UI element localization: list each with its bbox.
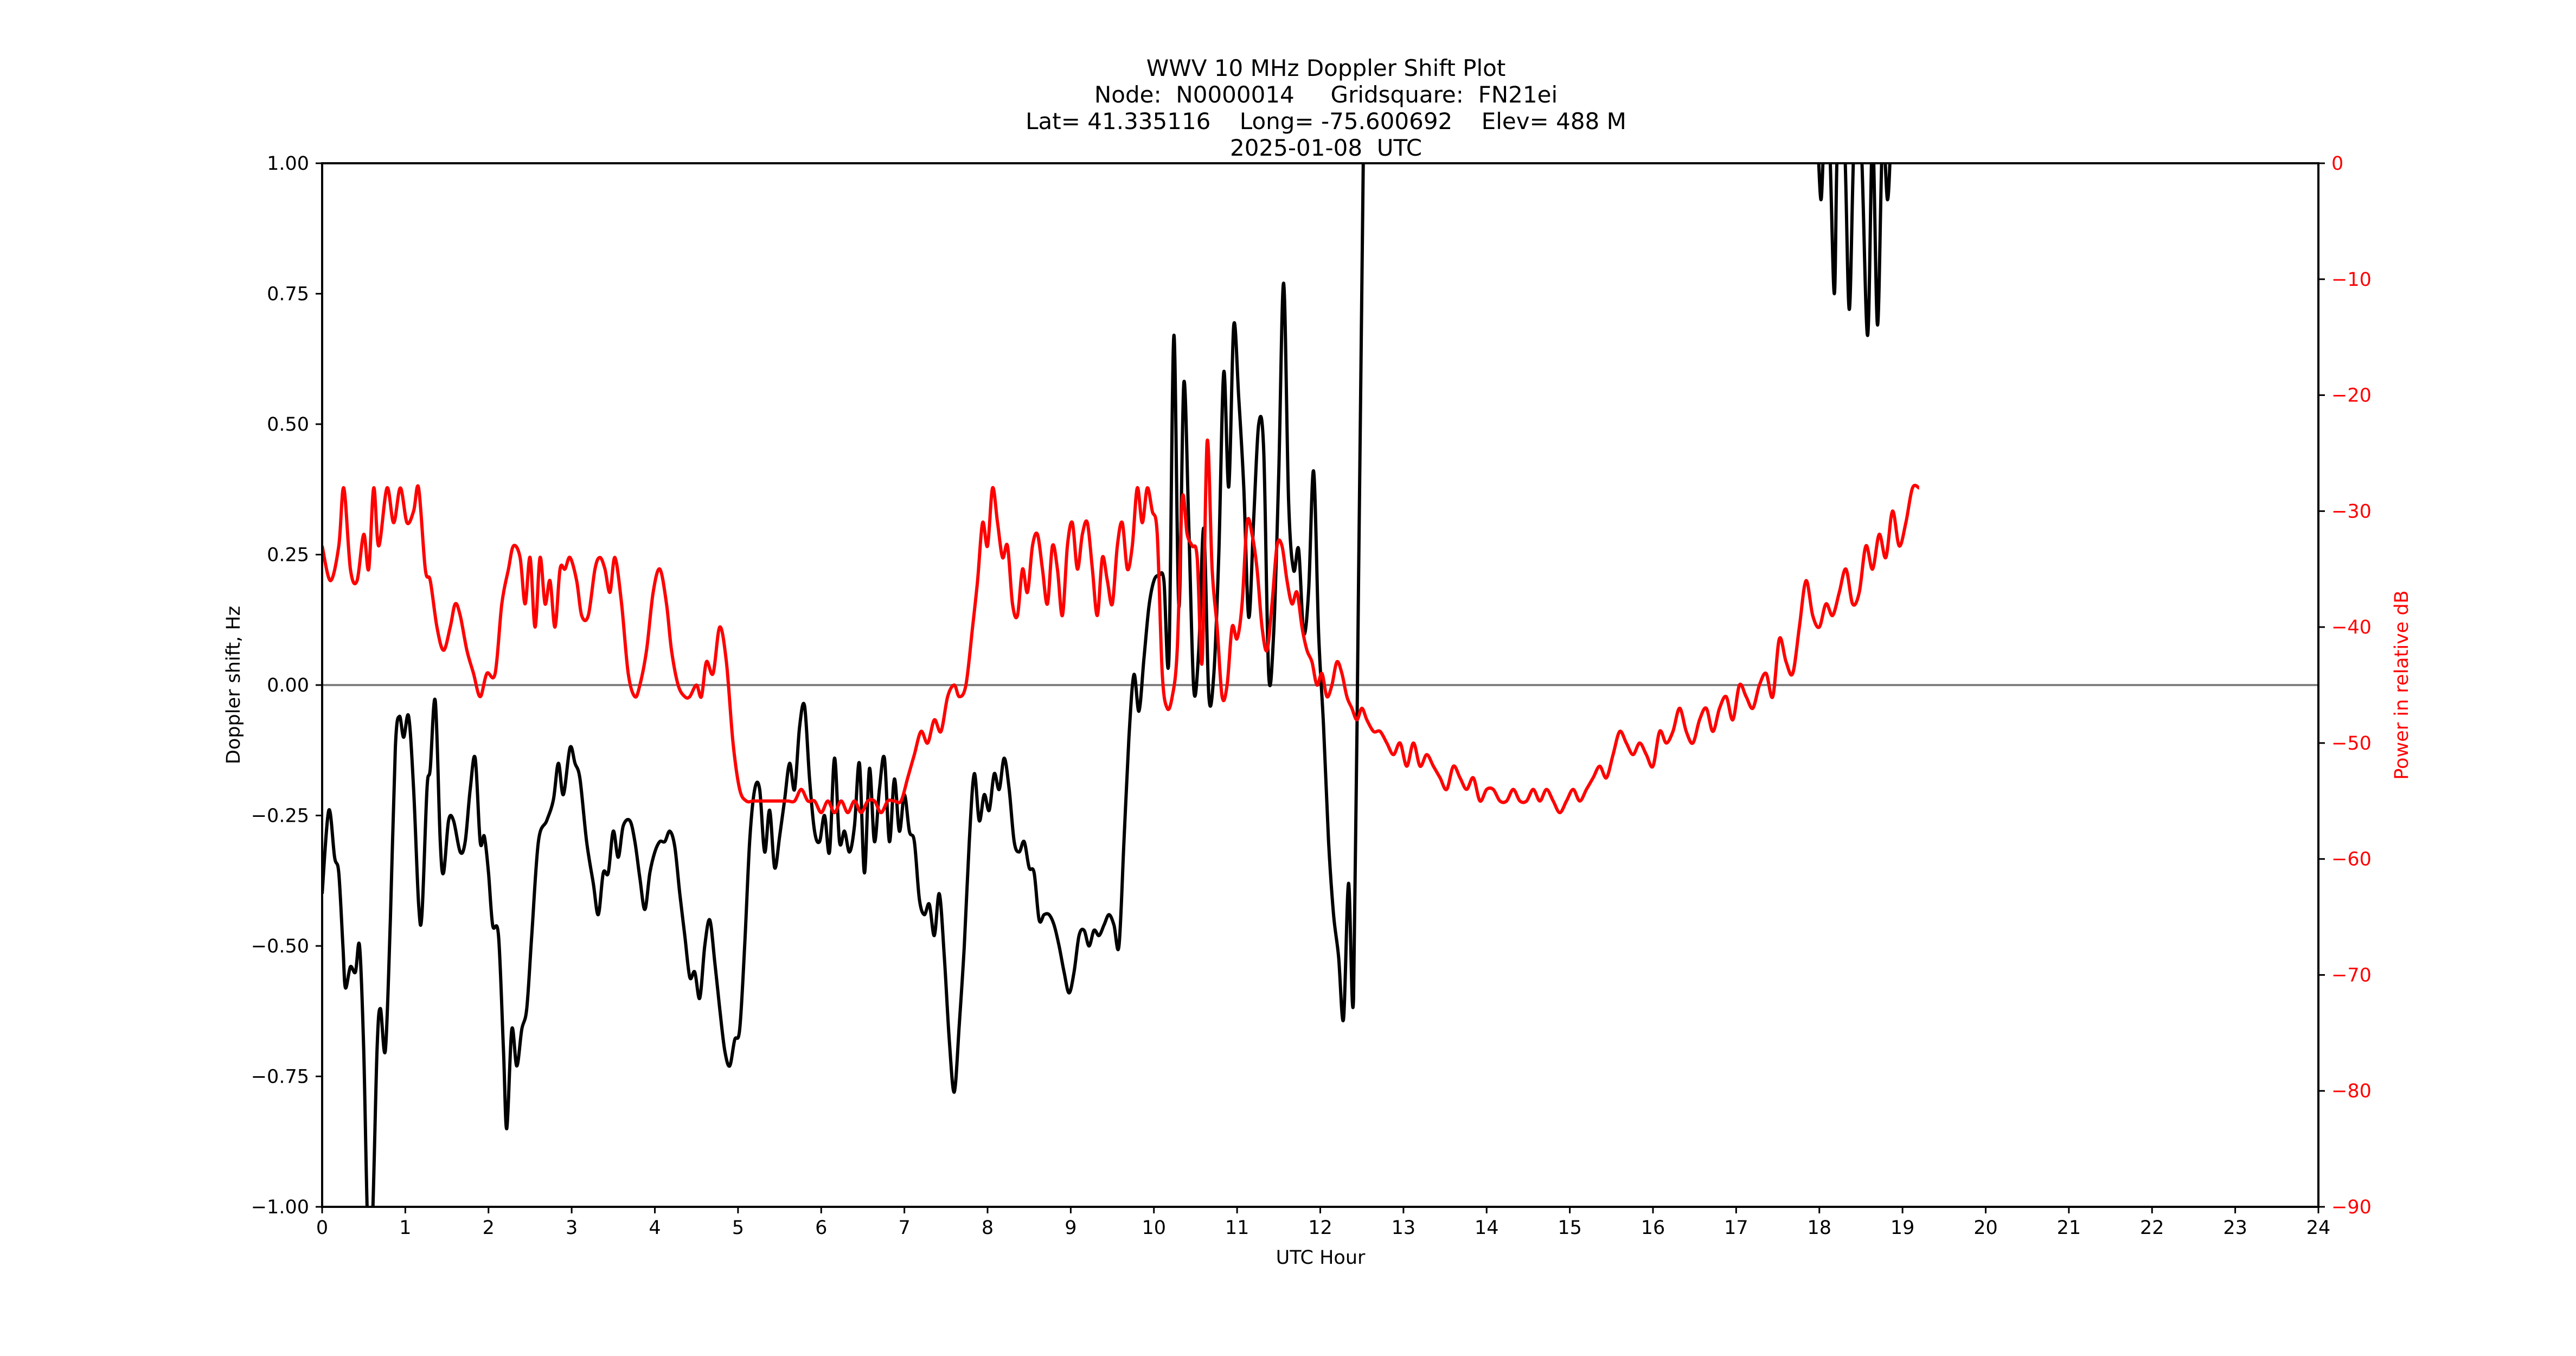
x-tick-label: 19 <box>1891 1217 1915 1239</box>
title-line-4: 2025-01-08 UTC <box>1230 135 1422 161</box>
x-tick-label: 1 <box>399 1217 411 1239</box>
y-tick-label: 1.00 <box>267 153 309 175</box>
y2-axis-label: Power in relative dB <box>2391 590 2413 779</box>
x-tick-label: 22 <box>2140 1217 2164 1239</box>
x-tick-label: 20 <box>1973 1217 1998 1239</box>
x-tick-label: 3 <box>566 1217 578 1239</box>
chart-title: WWV 10 MHz Doppler Shift Plot Node: N000… <box>1026 55 1626 161</box>
y2-tick-label: −70 <box>2331 964 2372 986</box>
x-tick-label: 4 <box>649 1217 661 1239</box>
y2-tick-label: −60 <box>2331 849 2372 871</box>
y2-tick-label: −30 <box>2331 501 2372 522</box>
y2-tick-label: −90 <box>2331 1197 2372 1218</box>
title-line-1: WWV 10 MHz Doppler Shift Plot <box>1146 55 1506 81</box>
x-tick-label: 23 <box>2223 1217 2247 1239</box>
x-tick-label: 18 <box>1807 1217 1831 1239</box>
y-tick-label: 0.00 <box>267 675 309 696</box>
x-axis: 0 1 2 3 4 5 6 7 8 9 10 11 12 13 14 15 16 17 18 19 20 21 22 23 24 <box>316 1207 2330 1239</box>
x-tick-label: 15 <box>1558 1217 1582 1239</box>
y-axis-left: 1.00 0.75 0.50 0.25 0.00 −0.25 −0.50 −0.75 −1.00 <box>251 153 322 1218</box>
y-tick-label: 0.50 <box>267 414 309 436</box>
x-tick-label: 2 <box>483 1217 495 1239</box>
x-tick-label: 7 <box>898 1217 910 1239</box>
x-tick-label: 13 <box>1392 1217 1416 1239</box>
y2-tick-label: −10 <box>2331 269 2372 291</box>
x-tick-label: 6 <box>815 1217 827 1239</box>
x-tick-label: 5 <box>732 1217 744 1239</box>
y2-tick-label: −20 <box>2331 385 2372 407</box>
y2-tick-label: −40 <box>2331 617 2372 638</box>
y-axis-label: Doppler shift, Hz <box>223 606 245 764</box>
x-tick-label: 10 <box>1142 1217 1166 1239</box>
x-tick-label: 8 <box>982 1217 994 1239</box>
x-tick-label: 16 <box>1641 1217 1665 1239</box>
title-line-2: Node: N0000014 Gridsquare: FN21ei <box>1094 81 1558 108</box>
doppler-series-line-segment-2 <box>1817 163 1892 337</box>
y-tick-label: 0.25 <box>267 545 309 566</box>
x-tick-label: 24 <box>2306 1217 2331 1239</box>
x-tick-label: 9 <box>1065 1217 1076 1239</box>
doppler-series-line <box>322 163 1365 1207</box>
y-tick-label: −1.00 <box>251 1197 309 1218</box>
x-tick-label: 11 <box>1225 1217 1249 1239</box>
y-tick-label: −0.25 <box>251 805 309 827</box>
x-tick-label: 17 <box>1724 1217 1748 1239</box>
x-tick-label: 12 <box>1308 1217 1332 1239</box>
x-axis-label: UTC Hour <box>1276 1247 1366 1269</box>
x-tick-label: 0 <box>316 1217 328 1239</box>
title-line-3: Lat= 41.335116 Long= -75.600692 Elev= 48… <box>1026 108 1626 135</box>
x-tick-label: 14 <box>1475 1217 1499 1239</box>
y-tick-label: 0.75 <box>267 284 309 305</box>
y2-tick-label: −50 <box>2331 733 2372 754</box>
y-tick-label: −0.75 <box>251 1066 309 1088</box>
x-tick-label: 21 <box>2057 1217 2081 1239</box>
y-axis-right: 0 −10 −20 −30 −40 −50 −60 −70 −80 −90 <box>2318 153 2372 1218</box>
y2-tick-label: −80 <box>2331 1080 2372 1102</box>
y2-tick-label: 0 <box>2331 153 2343 175</box>
y-tick-label: −0.50 <box>251 936 309 957</box>
power-series-line <box>322 438 1920 815</box>
